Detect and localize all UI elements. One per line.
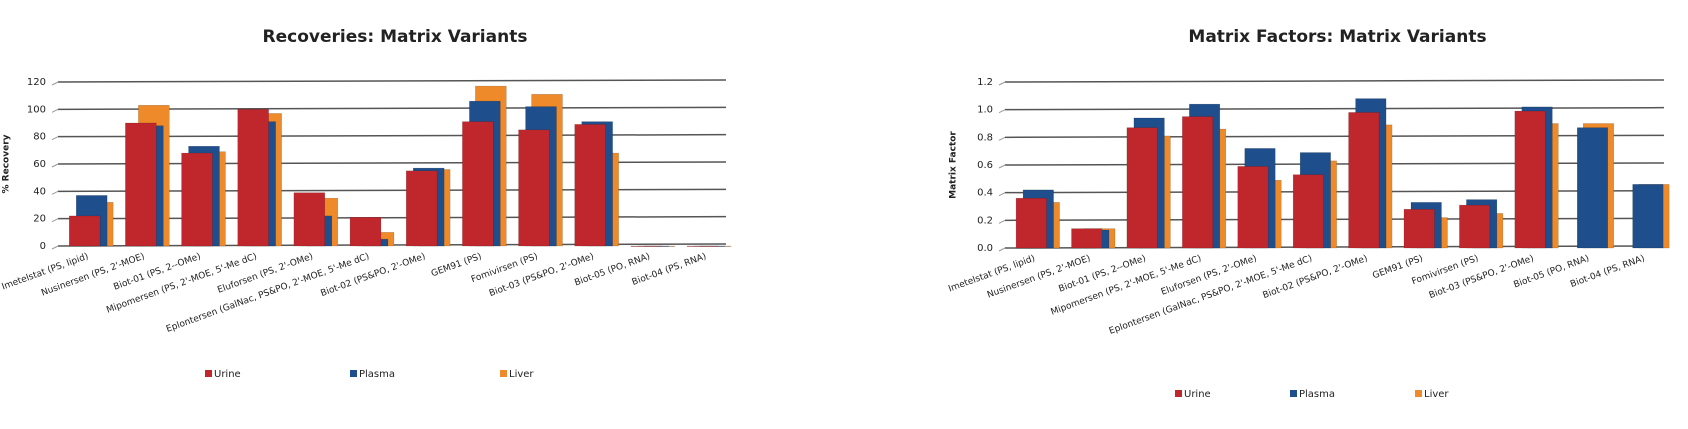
grid-shadow — [998, 247, 1006, 252]
y-tick-label: 1.0 — [977, 105, 993, 116]
bar — [1237, 166, 1269, 249]
x-tick-label: Biot-02 (PS&PO, 2'-OMe) — [1262, 254, 1370, 301]
legend-swatch — [1175, 390, 1182, 397]
legend-label: Plasma — [359, 369, 395, 380]
chart-title: Recoveries: Matrix Variants — [263, 27, 528, 47]
bar — [1403, 209, 1435, 249]
bar — [630, 245, 663, 247]
y-tick-label: 0.0 — [977, 243, 993, 254]
grid-shadow — [998, 136, 1006, 141]
grid-line — [57, 133, 727, 138]
bar — [1292, 174, 1324, 249]
bar — [293, 192, 326, 247]
bar — [349, 217, 382, 247]
legend-label: Liver — [509, 369, 534, 380]
bar — [462, 121, 494, 247]
bar — [125, 122, 157, 247]
grid-line — [57, 79, 727, 83]
bar — [686, 245, 719, 247]
grid-shadow — [998, 81, 1006, 86]
grid-shadow — [51, 163, 59, 168]
grid-line — [1004, 106, 1665, 111]
bar — [1459, 204, 1491, 249]
legend-swatch — [1290, 390, 1297, 397]
bar — [1348, 112, 1380, 249]
bar — [518, 129, 550, 247]
legend-label: Urine — [214, 369, 241, 380]
y-tick-label: 0 — [40, 241, 46, 252]
bar — [1182, 116, 1214, 249]
y-tick-label: 0.6 — [977, 160, 993, 171]
grid-shadow — [51, 81, 59, 86]
legend-label: Plasma — [1299, 389, 1335, 400]
bar — [1126, 127, 1158, 249]
legend-swatch — [1415, 390, 1422, 397]
grid-shadow — [51, 245, 59, 250]
grid-shadow — [998, 109, 1006, 114]
chart-title: Matrix Factors: Matrix Variants — [1188, 27, 1486, 47]
x-tick-label: Nusinersen (PS, 2'-MOE) — [40, 252, 146, 299]
bar — [1015, 197, 1047, 249]
y-tick-label: 60 — [33, 159, 46, 170]
y-axis-title: % Recovery — [2, 134, 12, 193]
legend-swatch — [500, 370, 507, 377]
x-tick-label: Biot-03 (PS&PO, 2'-OMe) — [1428, 254, 1536, 301]
bar — [405, 170, 438, 247]
grid-shadow — [51, 136, 59, 141]
bar — [1514, 110, 1546, 249]
grid-shadow — [51, 218, 59, 223]
bar — [1632, 184, 1664, 249]
y-tick-label: 120 — [27, 77, 46, 88]
bar — [181, 152, 213, 247]
legend-label: Urine — [1184, 389, 1211, 400]
legend-swatch — [350, 370, 357, 377]
grid-shadow — [998, 219, 1006, 224]
y-tick-label: 20 — [33, 214, 46, 225]
y-axis-title: Matrix Factor — [949, 131, 959, 199]
legend-label: Liver — [1424, 389, 1449, 400]
grid-shadow — [998, 192, 1006, 197]
y-tick-label: 0.4 — [977, 188, 993, 199]
bar — [1577, 127, 1608, 249]
grid-shadow — [998, 164, 1006, 169]
grid-shadow — [51, 108, 59, 113]
y-tick-label: 1.2 — [977, 77, 993, 88]
legend-swatch — [205, 370, 212, 377]
bar — [574, 124, 606, 247]
grid-line — [1004, 134, 1665, 139]
y-tick-label: 0.8 — [977, 132, 993, 143]
bar — [1071, 228, 1103, 249]
y-tick-label: 100 — [27, 104, 46, 115]
y-tick-label: 80 — [33, 132, 46, 143]
x-tick-label: Biot-02 (PS&PO, 2'-OMe) — [319, 252, 427, 299]
x-tick-label: Biot-03 (PS&PO, 2'-OMe) — [488, 252, 596, 299]
bar — [68, 215, 101, 247]
grid-line — [57, 106, 727, 111]
y-tick-label: 40 — [33, 186, 46, 197]
x-tick-label: Eplontersen (GalNac, PS&PO, 2'-MOE, 5'-M… — [165, 252, 371, 335]
y-tick-label: 0.2 — [977, 215, 993, 226]
x-tick-label: Nusinersen (PS, 2'-MOE) — [986, 254, 1092, 301]
bar — [237, 109, 269, 247]
grid-line — [1004, 79, 1665, 83]
grid-shadow — [51, 190, 59, 195]
